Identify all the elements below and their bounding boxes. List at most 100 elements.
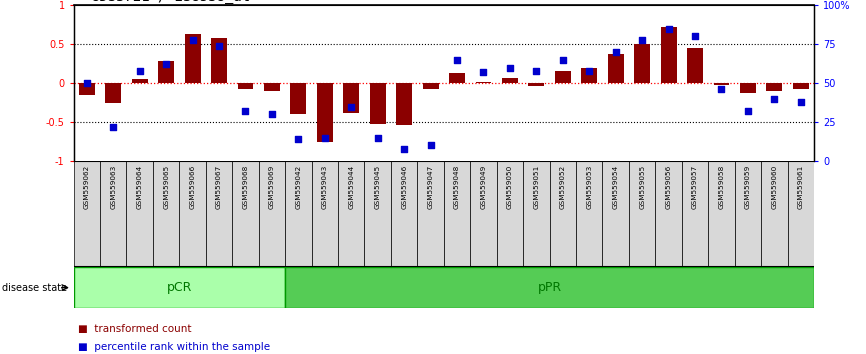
Bar [397, 83, 412, 125]
Point [397, 146, 411, 152]
Point [345, 104, 359, 109]
Text: GSM559053: GSM559053 [586, 164, 592, 209]
Point [741, 108, 755, 114]
Text: GSM559045: GSM559045 [375, 164, 381, 209]
Point [662, 26, 675, 32]
Text: GSM559067: GSM559067 [216, 164, 222, 209]
Bar [576, 161, 603, 267]
Point [292, 136, 306, 142]
Point [714, 87, 728, 92]
Text: GSM559065: GSM559065 [163, 164, 169, 209]
Point [794, 99, 808, 105]
Bar [312, 161, 338, 267]
Bar [74, 161, 100, 267]
Bar [787, 161, 814, 267]
Bar [259, 161, 285, 267]
Bar [550, 161, 576, 267]
Text: GSM559043: GSM559043 [322, 164, 328, 209]
Bar [634, 44, 650, 83]
Bar [793, 83, 809, 88]
Text: GSM559058: GSM559058 [719, 164, 725, 209]
Bar [179, 161, 206, 267]
Bar [370, 83, 385, 124]
Bar [126, 161, 153, 267]
Bar [211, 38, 227, 83]
Text: GSM559059: GSM559059 [745, 164, 751, 209]
Point [556, 57, 570, 63]
Bar [682, 161, 708, 267]
Text: GSM559057: GSM559057 [692, 164, 698, 209]
Point [609, 49, 623, 55]
Text: GSM559069: GSM559069 [269, 164, 275, 209]
Text: GSM559062: GSM559062 [84, 164, 90, 209]
Bar [106, 83, 121, 103]
Bar [317, 83, 333, 142]
Point [450, 57, 464, 63]
Text: GSM559054: GSM559054 [613, 164, 618, 209]
Bar [365, 161, 391, 267]
Bar [338, 161, 365, 267]
Bar [206, 161, 232, 267]
Text: pCR: pCR [166, 281, 192, 294]
Bar [100, 161, 126, 267]
Point [688, 34, 702, 39]
Text: GSM559042: GSM559042 [295, 164, 301, 209]
Bar [74, 267, 285, 308]
Point [238, 108, 252, 114]
Bar [290, 83, 307, 114]
Text: GDS3721 / 238538_at: GDS3721 / 238538_at [91, 0, 250, 4]
Bar [714, 83, 729, 85]
Point [582, 68, 596, 74]
Bar [740, 83, 756, 93]
Text: GSM559068: GSM559068 [242, 164, 249, 209]
Bar [708, 161, 734, 267]
Text: GSM559063: GSM559063 [110, 164, 116, 209]
Bar [443, 161, 470, 267]
Bar [184, 34, 201, 83]
Bar [523, 161, 550, 267]
Bar [687, 48, 703, 83]
Bar [158, 61, 174, 83]
Bar [153, 161, 179, 267]
Point [503, 65, 517, 70]
Bar [734, 161, 761, 267]
Point [212, 43, 226, 48]
Text: GSM559055: GSM559055 [639, 164, 645, 209]
Bar [555, 71, 571, 83]
Point [132, 68, 146, 74]
Bar [656, 161, 682, 267]
Text: GSM559056: GSM559056 [666, 164, 672, 209]
Text: GSM559060: GSM559060 [772, 164, 778, 209]
Bar [761, 161, 787, 267]
Bar [285, 267, 814, 308]
Bar [497, 161, 523, 267]
Bar [608, 55, 624, 83]
Text: ■  transformed count: ■ transformed count [78, 324, 191, 334]
Bar [661, 27, 676, 83]
Bar [79, 83, 94, 95]
Bar [264, 83, 280, 91]
Bar [470, 161, 497, 267]
Bar [343, 83, 359, 113]
Bar [528, 83, 545, 86]
Bar [475, 82, 491, 83]
Text: GSM559051: GSM559051 [533, 164, 540, 209]
Text: GSM559052: GSM559052 [559, 164, 565, 209]
Point [423, 143, 437, 148]
Point [636, 37, 650, 42]
Text: GSM559046: GSM559046 [401, 164, 407, 209]
Bar [502, 78, 518, 83]
Bar [237, 83, 254, 90]
Bar [449, 73, 465, 83]
Bar [603, 161, 629, 267]
Bar [391, 161, 417, 267]
Text: pPR: pPR [538, 281, 562, 294]
Text: GSM559064: GSM559064 [137, 164, 143, 209]
Point [318, 135, 332, 141]
Bar [285, 161, 312, 267]
Bar [132, 79, 147, 83]
Text: GSM559050: GSM559050 [507, 164, 513, 209]
Bar [766, 83, 782, 91]
Bar [232, 161, 259, 267]
Bar [417, 161, 443, 267]
